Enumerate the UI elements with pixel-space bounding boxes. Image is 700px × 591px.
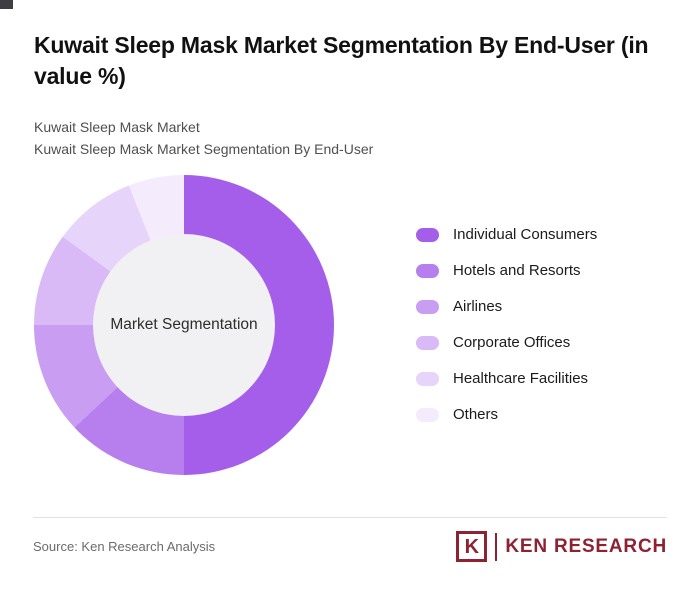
legend-swatch — [416, 407, 439, 422]
donut-center-label: Market Segmentation — [110, 315, 258, 333]
legend-swatch — [416, 299, 439, 314]
logo-text: KEN RESEARCH — [505, 535, 667, 557]
legend-item: Airlines — [416, 298, 597, 315]
legend-label: Individual Consumers — [453, 226, 598, 244]
legend: Individual Consumers Hotels and Resorts … — [416, 226, 597, 423]
subtitle-block: Kuwait Sleep Mask Market Kuwait Sleep Ma… — [34, 116, 666, 161]
page-title: Kuwait Sleep Mask Market Segmentation By… — [34, 32, 649, 90]
legend-item: Hotels and Resorts — [416, 262, 597, 279]
donut-chart-wrap: Market Segmentation — [34, 174, 334, 475]
infographic-card: Kuwait Sleep Mask Market Segmentation By… — [34, 32, 666, 475]
footer: Source: Ken Research Analysis K KEN RESE… — [33, 517, 667, 562]
logo-divider — [495, 532, 498, 561]
chart-area: Market Segmentation Individual Consumers… — [34, 174, 666, 475]
legend-label: Healthcare Facilities — [453, 370, 589, 388]
legend-item: Others — [416, 406, 597, 423]
legend-label: Corporate Offices — [453, 334, 571, 352]
legend-item: Healthcare Facilities — [416, 370, 597, 387]
legend-label: Airlines — [453, 298, 503, 316]
legend-item: Corporate Offices — [416, 334, 597, 351]
legend-label: Others — [453, 406, 499, 424]
source-text: Source: Ken Research Analysis — [33, 539, 216, 554]
legend-swatch — [416, 371, 439, 386]
legend-item: Individual Consumers — [416, 226, 597, 243]
ken-research-logo: K KEN RESEARCH — [456, 531, 667, 562]
legend-swatch — [416, 227, 439, 242]
legend-swatch — [416, 263, 439, 278]
logo-k-icon: K — [456, 531, 488, 562]
donut-center: Market Segmentation — [93, 233, 275, 416]
subtitle-line-1: Kuwait Sleep Mask Market — [34, 119, 200, 136]
legend-swatch — [416, 335, 439, 350]
subtitle-line-2: Kuwait Sleep Mask Market Segmentation By… — [34, 141, 374, 158]
legend-label: Hotels and Resorts — [453, 262, 581, 280]
corner-artifact — [0, 0, 13, 9]
